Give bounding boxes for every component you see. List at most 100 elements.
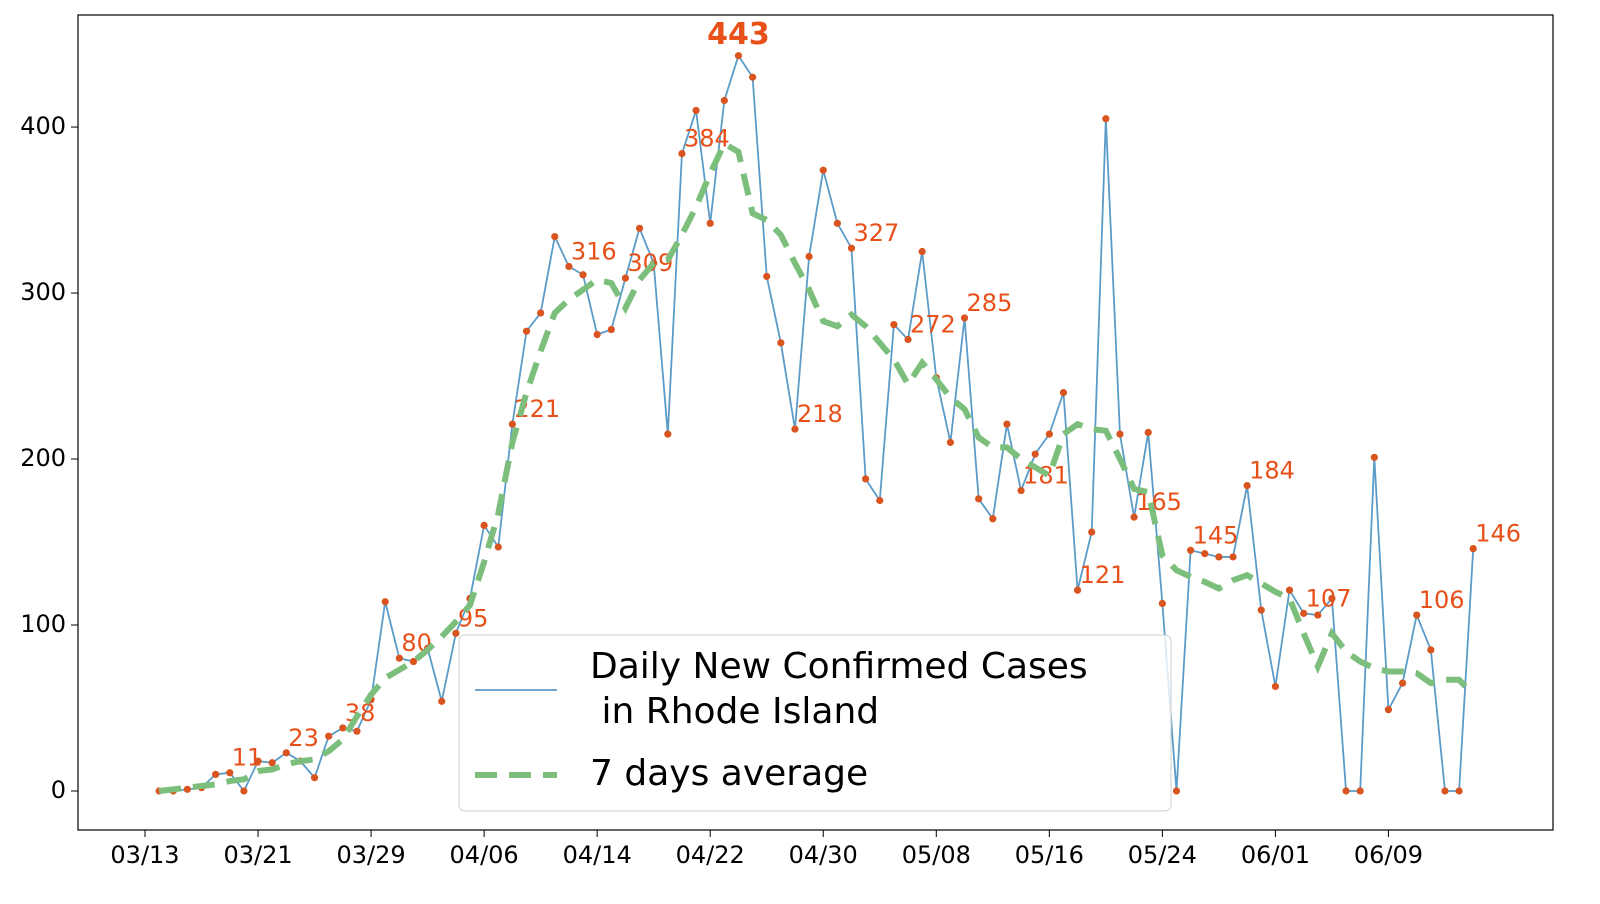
x-tick-label: 05/08 <box>902 841 971 869</box>
value-label: 106 <box>1419 586 1465 614</box>
point <box>494 543 502 551</box>
value-label: 121 <box>1080 561 1126 589</box>
point <box>1413 611 1421 619</box>
point <box>1328 594 1336 603</box>
point <box>678 149 686 158</box>
point <box>537 309 545 317</box>
y-tick-label: 0 <box>51 776 66 804</box>
point <box>1271 682 1279 691</box>
point <box>862 475 870 483</box>
point <box>438 697 446 705</box>
point <box>748 73 757 81</box>
x-tick-label: 06/09 <box>1354 841 1423 869</box>
point <box>607 325 615 334</box>
point <box>282 749 290 757</box>
point <box>1384 706 1393 714</box>
point <box>310 774 319 782</box>
legend-label: 7 days average <box>590 753 868 794</box>
y-tick-label: 400 <box>20 112 66 140</box>
point <box>409 657 418 666</box>
point <box>1257 606 1265 614</box>
value-label: 316 <box>571 237 617 265</box>
point <box>1300 609 1308 617</box>
value-label: 384 <box>684 125 730 153</box>
point <box>452 629 460 637</box>
value-label: 285 <box>967 289 1013 317</box>
point <box>890 320 898 329</box>
point <box>1229 553 1237 561</box>
daily-line <box>159 53 1475 793</box>
value-label: 218 <box>797 400 843 428</box>
point <box>395 654 403 662</box>
legend-line: 7 days average <box>590 753 868 794</box>
x-tick-label: 03/29 <box>336 841 405 869</box>
point <box>1102 115 1110 123</box>
point <box>1469 545 1477 553</box>
point <box>791 425 799 433</box>
point <box>353 727 361 735</box>
point <box>480 521 488 530</box>
point <box>692 106 700 115</box>
point <box>1285 586 1294 594</box>
point <box>551 232 559 241</box>
point <box>1215 553 1223 561</box>
value-label: 272 <box>910 311 956 339</box>
point <box>240 787 248 795</box>
point <box>664 430 672 438</box>
point <box>847 244 856 252</box>
point <box>1455 787 1463 795</box>
x-tick-label: 04/14 <box>563 841 632 869</box>
point <box>1172 787 1181 795</box>
point <box>904 335 912 344</box>
point <box>876 496 884 505</box>
point <box>734 52 743 60</box>
point <box>1342 787 1350 795</box>
point <box>833 219 841 227</box>
point <box>763 272 771 281</box>
x-tick-label: 04/22 <box>676 841 745 869</box>
point <box>212 770 220 778</box>
point <box>960 314 969 322</box>
point <box>226 769 234 777</box>
x-tick-label: 05/24 <box>1128 841 1197 869</box>
value-label: 146 <box>1475 520 1521 548</box>
x-tick-label: 05/16 <box>1015 841 1084 869</box>
point <box>1398 679 1407 687</box>
point <box>1314 611 1322 619</box>
point <box>975 495 983 503</box>
point <box>381 598 389 606</box>
point <box>254 757 262 765</box>
x-tick-label: 03/21 <box>223 841 292 869</box>
point <box>1003 420 1011 428</box>
point <box>1088 528 1096 536</box>
value-label: 184 <box>1249 457 1295 485</box>
point <box>918 247 926 256</box>
plot-frame <box>77 14 1554 831</box>
point <box>621 274 630 282</box>
legend-label: Daily New Confirmed Cases in Rhode Islan… <box>590 646 1088 732</box>
point <box>989 515 997 523</box>
point <box>1116 430 1124 438</box>
legend-line: in Rhode Island <box>590 691 879 732</box>
point <box>1187 546 1195 554</box>
average-line <box>158 139 1476 794</box>
point <box>777 339 785 347</box>
value-label: 23 <box>288 724 319 752</box>
point <box>268 759 276 767</box>
point <box>1356 787 1364 795</box>
value-label: 443 <box>707 17 770 52</box>
point <box>339 724 347 732</box>
point <box>508 420 516 428</box>
x-tick-label: 06/01 <box>1241 841 1310 869</box>
x-tick-label: 04/06 <box>450 841 519 869</box>
x-tick-label: 03/13 <box>110 841 179 869</box>
point <box>706 219 714 227</box>
point <box>946 438 955 447</box>
point <box>1441 787 1449 795</box>
point <box>1073 586 1082 594</box>
point <box>1031 450 1039 458</box>
point <box>635 224 644 232</box>
y-tick-label: 100 <box>20 610 66 638</box>
point <box>579 271 587 279</box>
